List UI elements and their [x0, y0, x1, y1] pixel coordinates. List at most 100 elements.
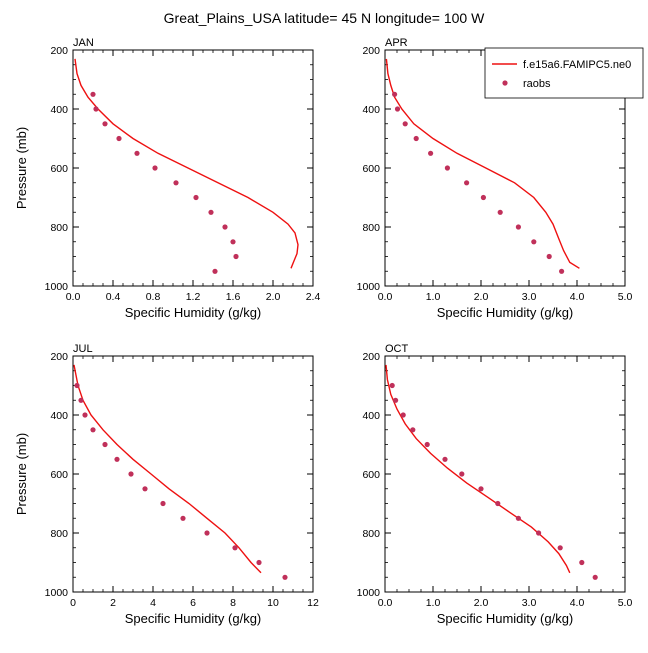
- raobs-point: [400, 412, 406, 418]
- raobs-point: [93, 106, 99, 112]
- raobs-point: [134, 150, 140, 156]
- y-axis-label: Pressure (mb): [14, 127, 29, 209]
- chart-panel-jan: 0.0 0.4 0.8 1.2 1.6 2.0 2.4 200 400 600 800 1000 JAN…: [14, 37, 320, 320]
- plot-frame: [72, 355, 314, 593]
- x-axis-label: Specific Humidity (g/kg): [437, 305, 574, 320]
- x-tick-label: 5.0: [618, 597, 633, 609]
- raobs-point: [478, 486, 484, 492]
- raobs-point: [116, 135, 122, 142]
- raobs-point: [579, 559, 585, 566]
- raobs-point: [180, 515, 186, 521]
- raobs-point: [480, 194, 486, 201]
- raobs-point: [233, 253, 239, 260]
- raobs-point: [413, 135, 419, 142]
- y-tick-label: 1000: [357, 587, 381, 599]
- y-tick-label: 800: [362, 528, 380, 540]
- x-tick-label: 1.0: [426, 597, 441, 609]
- raobs-point: [128, 471, 134, 477]
- raobs-point: [160, 500, 166, 507]
- raobs-point: [230, 239, 236, 245]
- raobs-point: [592, 574, 598, 580]
- raobs-point: [428, 150, 434, 156]
- x-tick-label: 2.4: [306, 291, 321, 303]
- x-tick-label: 2: [110, 597, 116, 609]
- raobs-point: [74, 382, 80, 389]
- plot-frame: [72, 49, 314, 287]
- raobs-point: [232, 545, 238, 551]
- raobs-point: [559, 268, 565, 274]
- panel-title: APR: [385, 37, 408, 49]
- x-tick-label: 4.0: [570, 291, 585, 303]
- raobs-point: [410, 427, 416, 433]
- legend-dot-swatch: [502, 80, 508, 86]
- x-tick-label: 8: [230, 597, 236, 609]
- x-tick-label: 2.0: [474, 597, 489, 609]
- raobs-point: [78, 397, 84, 403]
- x-tick-label: 0.8: [146, 291, 161, 303]
- raobs-point: [142, 486, 148, 492]
- legend-box: [484, 47, 644, 99]
- raobs-point: [212, 268, 218, 274]
- figure-title: Great_Plains_USA latitude= 45 N longitud…: [164, 10, 485, 26]
- plot-frame: [384, 355, 626, 593]
- raobs-point: [208, 209, 214, 215]
- raobs-point: [90, 91, 96, 97]
- y-tick-label: 600: [362, 469, 380, 481]
- raobs-point: [102, 441, 108, 448]
- raobs-point: [424, 441, 430, 448]
- raobs-point: [392, 91, 398, 97]
- model-line: [74, 58, 299, 269]
- panel-title: OCT: [385, 343, 409, 355]
- x-tick-label: 0.4: [106, 291, 121, 303]
- raobs-point: [546, 253, 552, 260]
- raobs-point: [402, 121, 408, 127]
- raobs-point: [515, 224, 522, 230]
- x-tick-label: 4.0: [570, 597, 585, 609]
- raobs-point: [536, 530, 542, 536]
- chart-panel-oct: 0.0 1.0 2.0 3.0 4.0 5.0 200 400 600 800 1000 OCT Spe…: [357, 343, 633, 626]
- x-tick-label: 0.0: [378, 291, 393, 303]
- y-tick-label: 200: [362, 351, 380, 363]
- y-tick-label: 800: [50, 222, 68, 234]
- legend-obs-label: raobs: [523, 78, 551, 90]
- chart-panel-jul: 0 2 4 6 8 10 12 200 400 600 800 1000 JUL Specific Hum…: [14, 343, 319, 626]
- raobs-point: [114, 456, 120, 462]
- raobs-point: [222, 224, 228, 230]
- x-tick-label: 0.0: [378, 597, 393, 609]
- x-axis-label: Specific Humidity (g/kg): [437, 611, 574, 626]
- chart-panel-apr: 0.0 1.0 2.0 3.0 4.0 5.0 200 400 600 800 1000 APR Spe…: [357, 37, 644, 320]
- raobs-point: [204, 530, 210, 536]
- raobs-point: [393, 397, 399, 403]
- model-line: [73, 364, 262, 574]
- x-axis-label: Specific Humidity (g/kg): [125, 611, 262, 626]
- raobs-point: [152, 165, 158, 171]
- raobs-point: [515, 515, 522, 521]
- y-axis-label: Pressure (mb): [14, 433, 29, 515]
- raobs-point: [389, 382, 395, 389]
- y-tick-label: 400: [50, 410, 68, 422]
- raobs-point: [394, 106, 401, 112]
- raobs-point: [282, 574, 288, 580]
- x-tick-label: 0.0: [66, 291, 81, 303]
- raobs-point: [464, 180, 470, 186]
- raobs-point: [442, 456, 448, 462]
- x-tick-label: 2.0: [474, 291, 489, 303]
- x-tick-label: 4: [150, 597, 156, 609]
- raobs-point: [102, 121, 108, 127]
- x-axis-label: Specific Humidity (g/kg): [125, 305, 262, 320]
- x-tick-label: 3.0: [522, 597, 537, 609]
- raobs-point: [90, 427, 96, 433]
- x-tick-label: 5.0: [618, 291, 633, 303]
- y-tick-label: 1000: [357, 281, 381, 293]
- model-line: [385, 364, 571, 574]
- x-tick-label: 10: [267, 597, 279, 609]
- y-tick-label: 200: [50, 351, 68, 363]
- raobs-point: [173, 180, 179, 186]
- y-tick-label: 800: [50, 528, 68, 540]
- raobs-point: [444, 165, 450, 171]
- y-tick-label: 400: [362, 410, 380, 422]
- x-tick-label: 1.0: [426, 291, 441, 303]
- raobs-point: [495, 500, 501, 507]
- legend: f.e15a6.FAMIPC5.ne0 raobs: [484, 47, 644, 99]
